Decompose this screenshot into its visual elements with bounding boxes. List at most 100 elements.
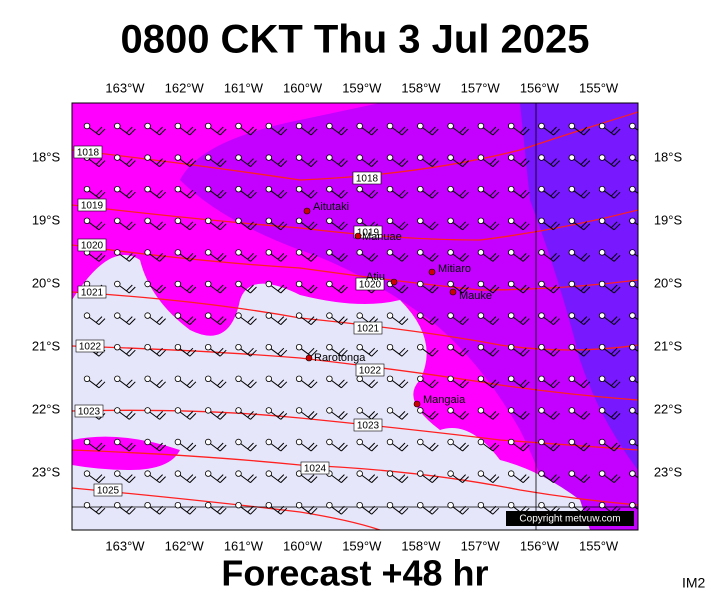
barb-flag — [219, 160, 227, 167]
barb-flag — [219, 128, 227, 136]
isobar-label: 1019 — [81, 201, 104, 212]
barb-flag — [613, 191, 621, 199]
lon-label: 163°W — [105, 80, 145, 95]
barb-flag — [553, 413, 560, 420]
barb-flag — [189, 191, 197, 199]
barb-station — [629, 154, 636, 161]
barb-flag — [159, 286, 166, 294]
barb-flag — [519, 316, 527, 323]
barb-station — [235, 217, 242, 224]
barb-station — [508, 249, 515, 256]
barb-flag — [125, 411, 133, 418]
barb-station — [629, 438, 636, 446]
barb-station — [417, 185, 424, 193]
barb-flag — [459, 253, 466, 260]
barb-flag — [189, 349, 197, 357]
barb-flag — [341, 476, 348, 483]
barb-flag — [159, 349, 166, 357]
frame — [71, 102, 639, 531]
barb-station — [386, 217, 394, 224]
barb-flag — [159, 476, 166, 483]
barb-flag — [95, 474, 103, 481]
barb-station — [538, 312, 545, 319]
barb-station — [447, 502, 454, 509]
barb-station — [204, 185, 212, 193]
barb-station — [477, 249, 485, 256]
barb-flag — [219, 191, 227, 199]
lon-label: 158°W — [401, 80, 441, 95]
island-marker — [390, 278, 398, 286]
barb-flag — [462, 160, 469, 167]
barb-flag — [462, 507, 469, 515]
barb-station — [83, 438, 91, 446]
barb-flag — [644, 319, 650, 325]
barb-flag — [159, 160, 166, 167]
barb-flag — [247, 411, 254, 418]
barb-station — [538, 375, 545, 382]
barb-flag — [519, 474, 527, 481]
barb-flag — [371, 349, 379, 357]
barb-flag — [641, 475, 647, 481]
barb-flag — [250, 286, 257, 294]
barb-flag — [459, 126, 466, 134]
barb-flag — [553, 381, 560, 389]
barb-flag — [550, 316, 557, 323]
barb-flag — [583, 128, 591, 136]
barb-station — [477, 280, 485, 288]
barb-station — [508, 502, 515, 509]
barb-flag — [371, 476, 379, 483]
barb-flag — [280, 381, 288, 389]
barb-flag — [519, 347, 527, 355]
lon-label: 159°W — [342, 80, 382, 95]
map-labels: 1018 1019 1020 1021 1022 1023 1018 1019 1020 1021… — [73, 145, 492, 497]
barb-station — [114, 407, 121, 414]
barb-flag — [156, 442, 163, 450]
barb-station — [114, 502, 121, 509]
barb-station — [356, 154, 363, 161]
barb-flag — [641, 380, 647, 386]
barb-station — [568, 312, 575, 319]
barb-station — [598, 502, 606, 509]
barb-flag — [341, 286, 348, 294]
barb-flag — [641, 317, 647, 323]
barb-flag — [553, 318, 560, 325]
barb-station — [417, 407, 424, 414]
barb-station — [204, 502, 212, 509]
barb-flag — [489, 284, 497, 292]
barb-station — [265, 185, 272, 193]
barb-flag — [583, 476, 591, 483]
barb-flag — [580, 474, 588, 481]
barb-station — [295, 407, 303, 414]
barb-station — [356, 502, 363, 509]
barb-flag — [156, 126, 163, 134]
island-label: Manuae — [362, 231, 402, 243]
barb-station — [174, 280, 182, 288]
barb-station — [447, 249, 454, 256]
barb-station — [447, 344, 454, 351]
barb-flag — [371, 191, 379, 199]
barb-flag — [250, 349, 257, 357]
barb-flag — [247, 253, 254, 260]
barb-flag — [462, 349, 469, 357]
barb-station — [174, 438, 182, 446]
barb-flag — [371, 413, 379, 420]
barb-station — [265, 249, 272, 256]
barb-flag — [277, 505, 285, 513]
barb-flag — [459, 505, 466, 513]
barb-flag — [583, 191, 591, 199]
lat-label: 18°S — [654, 149, 683, 164]
barb-flag — [216, 221, 224, 229]
barb-flag — [125, 442, 133, 450]
lon-label: 156°W — [520, 538, 560, 553]
barb-flag — [189, 255, 197, 262]
barb-flag — [368, 189, 376, 197]
barb-flag — [644, 350, 650, 356]
barb-flag — [553, 476, 560, 483]
barb-flag — [341, 444, 348, 452]
barb-station — [477, 407, 485, 414]
footer: Forecast +48 hr — [221, 553, 488, 594]
barb-flag — [159, 191, 166, 199]
barb-flag — [125, 347, 133, 355]
barb-flag — [216, 505, 224, 513]
barb-flag — [277, 379, 285, 387]
